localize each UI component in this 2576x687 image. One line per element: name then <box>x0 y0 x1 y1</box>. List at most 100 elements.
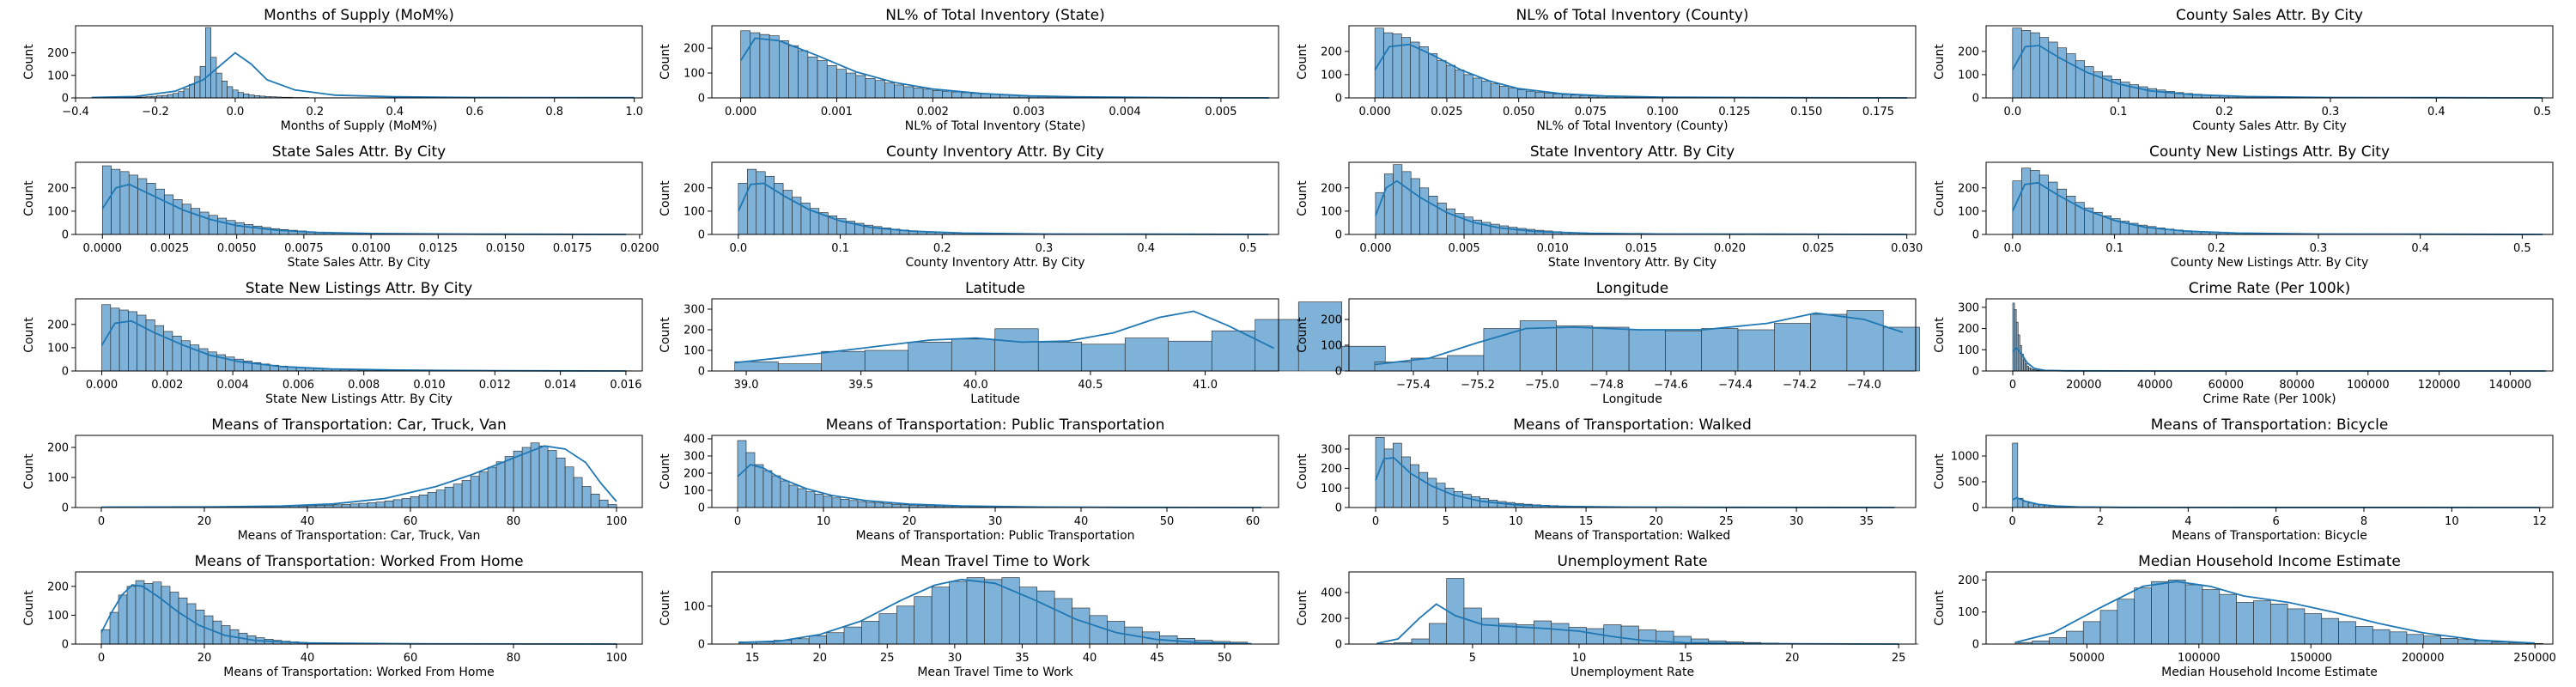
x-tick-label: 0.002 <box>151 379 183 392</box>
histogram-bar <box>119 171 130 235</box>
histogram-bar <box>1488 500 1498 508</box>
chart-title: County Sales Attr. By City <box>2176 7 2363 24</box>
x-tick-label: 0.4 <box>2411 242 2429 255</box>
histogram-bar <box>191 208 201 235</box>
chart-title: Means of Transportation: Public Transpor… <box>826 416 1165 434</box>
x-tick-label: 5 <box>1469 652 1476 665</box>
kde-line <box>737 464 1262 508</box>
histogram-bar <box>903 86 914 99</box>
histogram-bar <box>427 492 437 508</box>
y-axis-label: Count <box>659 44 672 80</box>
x-tick-label: 20 <box>902 515 917 528</box>
histogram-bar <box>1428 53 1438 99</box>
chart-title: Means of Transportation: Bicycle <box>2151 416 2389 434</box>
histogram-bar <box>874 80 885 99</box>
histogram-bar <box>1297 301 1343 372</box>
histogram-bar <box>1419 471 1429 508</box>
histogram-bar <box>864 350 909 372</box>
x-tick-label: 0.000 <box>1359 242 1391 255</box>
histogram-bar <box>826 632 845 645</box>
x-axis-label: Longitude <box>1602 392 1662 406</box>
histogram-bar <box>1124 337 1170 372</box>
histogram-bar <box>199 65 206 99</box>
x-axis-label: County New Listings Attr. By City <box>2171 256 2369 270</box>
x-tick-label: 100000 <box>2347 379 2390 392</box>
y-tick-label: 200 <box>1321 613 1342 626</box>
x-tick-label: 6 <box>2273 515 2280 528</box>
x-tick-label: 0.1 <box>2105 242 2123 255</box>
histogram-bar <box>444 486 454 508</box>
x-tick-label: 0 <box>2009 379 2016 392</box>
x-tick-label: 0.030 <box>1891 242 1923 255</box>
histogram-bar <box>226 220 236 235</box>
x-tick-label: 0.1 <box>831 242 849 255</box>
histogram-bar <box>478 471 489 508</box>
y-tick-label: 200 <box>1958 323 1979 336</box>
chart-title: County New Listings Attr. By City <box>2149 143 2390 161</box>
histogram-bar <box>2020 345 2022 372</box>
histogram-panel: Longitude −75.4 −75.2 −75.0 −74.8 −74.6 −74.4 −… <box>1296 280 1920 406</box>
histogram-bar <box>1481 81 1492 99</box>
histogram-bar <box>487 466 497 508</box>
histogram-bar <box>186 603 197 645</box>
y-tick-label: 200 <box>683 182 705 195</box>
histogram-bar <box>1526 90 1536 99</box>
x-tick-label: 0.125 <box>1718 106 1750 119</box>
y-axis-label: Count <box>22 180 36 216</box>
histogram-panel: Means of Transportation: Bicycle 0 2 4 6 8 10 1… <box>1933 416 2554 543</box>
histogram-bar <box>167 94 173 99</box>
x-axis-label: NL% of Total Inventory (County) <box>1536 119 1728 133</box>
axes-frame <box>711 298 1279 372</box>
y-tick-label: 100 <box>47 70 69 82</box>
x-axis-label: State Inventory Attr. By City <box>1548 256 1716 270</box>
x-tick-label: 0.2 <box>307 106 325 119</box>
histogram-bar <box>2219 593 2237 645</box>
histogram-bar <box>1419 46 1429 99</box>
histogram-bar <box>1401 456 1411 508</box>
histogram-bar <box>110 307 120 372</box>
x-tick-label: 150000 <box>2289 652 2332 665</box>
histogram-bar <box>2015 321 2019 372</box>
histogram-bar <box>891 503 902 508</box>
histogram-bar <box>1168 340 1212 372</box>
histogram-bar <box>1561 94 1571 99</box>
histogram-bar <box>2012 302 2015 372</box>
histogram-bar <box>227 86 234 99</box>
y-axis-label: Count <box>1933 44 1947 80</box>
x-tick-label: 39.5 <box>848 379 873 392</box>
y-tick-label: 200 <box>1958 575 1979 587</box>
x-tick-label: 40 <box>1074 515 1089 528</box>
x-axis-label: Means of Transportation: Walked <box>1534 529 1731 543</box>
histogram-bar <box>453 483 463 508</box>
x-tick-label: 0.0025 <box>150 242 190 255</box>
x-tick-label: 0.5 <box>1239 242 1257 255</box>
y-axis-label: Count <box>22 317 36 353</box>
y-tick-label: 200 <box>1321 314 1342 327</box>
x-tick-label: 0.2 <box>933 242 951 255</box>
histogram-bar <box>538 445 549 508</box>
x-tick-label: −75.2 <box>1461 379 1495 392</box>
histogram-bar <box>780 480 790 508</box>
histogram-bar <box>581 486 592 508</box>
histogram-bar <box>2030 32 2040 99</box>
x-tick-label: 0.008 <box>348 379 380 392</box>
x-tick-label: 80 <box>507 515 521 528</box>
x-tick-label: 0.3 <box>2310 242 2328 255</box>
axes-frame <box>1348 435 1917 508</box>
x-tick-label: 0.025 <box>1431 106 1462 119</box>
histogram-bar <box>814 494 824 508</box>
axes-frame <box>1348 25 1917 99</box>
y-tick-label: 0 <box>62 366 69 379</box>
histogram-bar <box>1072 607 1091 645</box>
histogram-bar <box>1473 77 1483 99</box>
histogram-bar <box>173 199 183 235</box>
x-tick-label: 80 <box>507 652 521 665</box>
histogram-bar <box>808 635 827 645</box>
histogram-bar <box>248 94 255 99</box>
y-tick-label: 0 <box>1335 229 1342 242</box>
x-tick-label: 60 <box>1246 515 1261 528</box>
histogram-bar <box>1018 587 1038 645</box>
y-tick-label: 100 <box>1958 344 1979 357</box>
y-tick-label: 0 <box>62 93 69 106</box>
chart-title: Months of Supply (MoM%) <box>264 7 454 24</box>
